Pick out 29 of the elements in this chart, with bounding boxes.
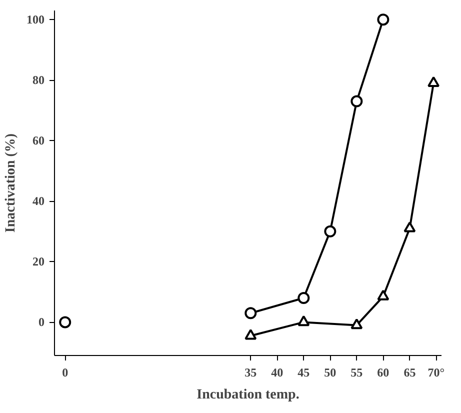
x-tick-label: 60 <box>377 366 390 380</box>
point <box>377 290 390 300</box>
x-axis-title: Incubation temp. <box>196 388 300 402</box>
point <box>298 315 310 326</box>
y-tick-label: 60 <box>32 134 44 148</box>
point <box>324 225 336 238</box>
x-tick-label: 0 <box>62 366 68 380</box>
x-tick-label: 50 <box>324 366 336 380</box>
y-tick-label: 80 <box>32 73 44 88</box>
x-tick-label: 35 <box>244 366 257 380</box>
point <box>59 316 72 328</box>
point <box>428 76 440 88</box>
x-tick-label: 55 <box>350 366 363 380</box>
point <box>350 95 363 108</box>
point <box>404 222 416 232</box>
point <box>244 329 257 340</box>
point <box>377 14 390 26</box>
y-tick-label: 0 <box>38 315 44 330</box>
y-tick-label: 20 <box>32 254 44 269</box>
x-tick-label: 40 <box>271 366 284 380</box>
x-tick-label: 45 <box>298 366 310 380</box>
point <box>350 318 363 330</box>
point <box>298 292 310 304</box>
x-tick-label: 70° <box>428 366 445 380</box>
y-axis-title: Inactivation (%) <box>4 133 18 233</box>
x-tick-label: 65 <box>404 366 416 380</box>
point <box>244 307 257 320</box>
y-tick-label: 100 <box>26 12 44 27</box>
y-tick-label: 40 <box>32 194 44 208</box>
